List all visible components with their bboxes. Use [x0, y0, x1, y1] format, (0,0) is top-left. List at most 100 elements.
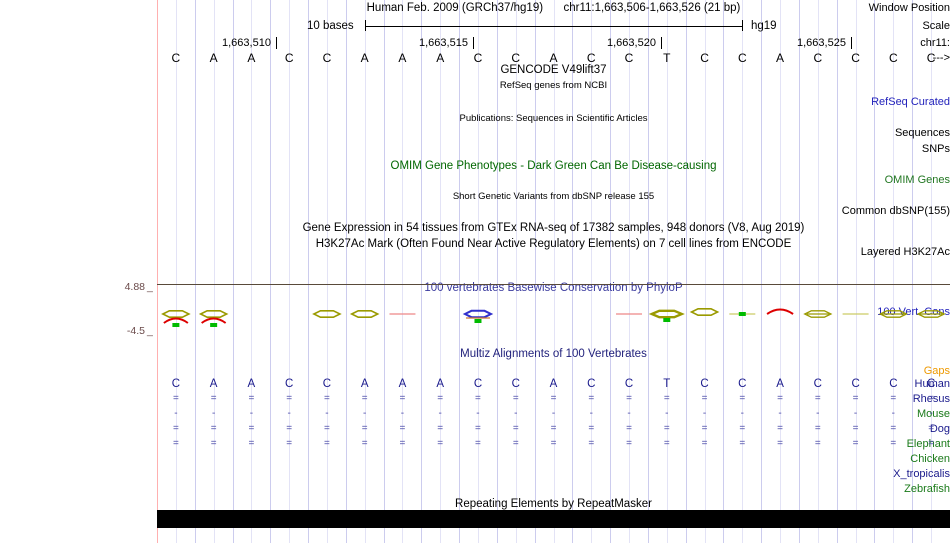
- alignment-base: C: [285, 378, 294, 390]
- dbsnp-title: Short Genetic Variants from dbSNP releas…: [452, 191, 655, 202]
- alignment-mark: =: [172, 423, 179, 434]
- alignment-mark: =: [626, 393, 632, 404]
- base-sequence-row: ---> C A A C C A A A C C A C C T C C A C C C C: [0, 50, 950, 68]
- coordinate-tick: [276, 37, 277, 49]
- alignment-mark: =: [663, 393, 670, 404]
- scale-bar: 10 bases hg19: [157, 18, 950, 34]
- snps-label[interactable]: SNPs: [921, 143, 950, 155]
- alignment-base: T: [663, 378, 671, 390]
- coordinate-ruler-row: chr11: 1,663,510 1,663,515 1,663,520 1,663,…: [0, 36, 950, 52]
- assembly-title: Human Feb. 2009 (GRCh37/hg19): [366, 2, 544, 14]
- species-label-zebrafish[interactable]: Zebrafish: [904, 483, 950, 495]
- sequences-label[interactable]: Sequences: [894, 127, 950, 139]
- alignment-base: A: [436, 378, 445, 390]
- ruler-base: C: [624, 51, 634, 65]
- alignment-base: A: [360, 378, 369, 390]
- common-dbsnp-label[interactable]: Common dbSNP(155): [841, 205, 950, 217]
- species-label-rhesus[interactable]: Rhesus: [912, 393, 950, 405]
- ruler-base: C: [284, 51, 294, 65]
- alignment-mark: =: [399, 393, 406, 404]
- cons-glyph: [689, 308, 720, 316]
- window-position-label: Window Position: [868, 2, 950, 14]
- ruler-base: C: [586, 51, 596, 65]
- h3k27ac-title: H3K27Ac Mark (Often Found Near Active Re…: [315, 238, 792, 250]
- species-label-human[interactable]: Human: [914, 378, 950, 390]
- alignment-base: A: [398, 378, 407, 390]
- refseq-curated-label[interactable]: RefSeq Curated: [871, 96, 950, 108]
- gaps-label[interactable]: Gaps: [923, 365, 950, 377]
- alignment-base: A: [549, 378, 558, 390]
- repeatmasker-title: Repeating Elements by RepeatMasker: [455, 498, 652, 510]
- cons-glyph: [648, 309, 685, 319]
- alignment-mark: -: [438, 408, 442, 419]
- alignment-base: C: [700, 378, 709, 390]
- ruler-base: C: [737, 51, 747, 65]
- alignment-mark: =: [739, 393, 746, 404]
- alignment-mark: =: [777, 423, 783, 434]
- alignment-mark: -: [891, 408, 896, 419]
- alignment-mark: =: [890, 393, 897, 404]
- alignment-mark: -: [476, 408, 480, 419]
- alignment-mark: =: [437, 393, 444, 404]
- ruler-base: A: [776, 51, 785, 65]
- alignment-mark: =: [814, 423, 821, 434]
- alignment-mark: =: [852, 423, 859, 434]
- coordinate-label: 1,663,520: [607, 37, 656, 49]
- alignment-mark: =: [286, 423, 293, 434]
- cons-glyph: [878, 310, 908, 318]
- cons-glyph: [312, 310, 342, 318]
- species-label-mouse[interactable]: Mouse: [916, 408, 950, 420]
- alignment-mark: =: [512, 423, 519, 434]
- scale-rule-line: [365, 26, 743, 27]
- alignment-mark: =: [928, 393, 935, 404]
- alignment-base: A: [209, 378, 218, 390]
- position-text[interactable]: chr11:1,663,506-1,663,526 (21 bp): [563, 2, 741, 14]
- cons-min-dash: _: [147, 325, 153, 337]
- alignment-mark: =: [550, 438, 557, 449]
- ruler-base: A: [436, 51, 445, 65]
- alignment-mark: =: [701, 438, 708, 449]
- ruler-base: C: [700, 51, 709, 65]
- species-label-elephant[interactable]: Elephant: [906, 438, 950, 450]
- alignment-mark: =: [475, 393, 481, 404]
- alignment-mark: =: [701, 423, 708, 434]
- alignment-mark: =: [663, 438, 670, 449]
- alignment-mark: =: [550, 393, 557, 404]
- chrom-label: chr11:: [920, 37, 950, 49]
- alignment-mark: =: [286, 393, 293, 404]
- cons-max-value: 4.88: [124, 281, 145, 293]
- alignment-mark: =: [324, 423, 330, 434]
- alignment-base: C: [473, 378, 483, 390]
- alignment-mark: =: [701, 393, 708, 404]
- coordinate-label: 1,663,510: [222, 37, 271, 49]
- alignment-base: C: [322, 378, 332, 390]
- repeatmasker-bar[interactable]: [157, 510, 950, 528]
- coordinate-tick: [473, 37, 474, 49]
- strand-arrow-label: --->: [932, 52, 950, 64]
- alignment-mark: =: [248, 438, 255, 449]
- species-label-dog[interactable]: Dog: [929, 423, 950, 435]
- coordinate-label: 1,663,525: [797, 37, 846, 49]
- alignment-mark: =: [512, 438, 519, 449]
- alignment-mark: =: [626, 423, 632, 434]
- alignment-base: C: [851, 378, 860, 390]
- alignment-mark: =: [663, 423, 670, 434]
- ruler-base: C: [322, 51, 332, 65]
- omim-title: OMIM Gene Phenotypes - Dark Green Can Be…: [390, 160, 717, 172]
- layered-h3k27ac-label[interactable]: Layered H3K27Ac: [860, 246, 950, 258]
- multiz-title: Multiz Alignments of 100 Vertebrates: [460, 348, 647, 360]
- scale-tick-right: [742, 20, 743, 31]
- alignment-mark: =: [210, 438, 217, 449]
- species-label-chicken[interactable]: Chicken: [910, 453, 950, 465]
- alignment-base: C: [889, 378, 898, 390]
- alignment-mark: =: [324, 393, 330, 404]
- species-label-x_tropicalis[interactable]: X_tropicalis: [893, 468, 950, 480]
- omim-genes-label[interactable]: OMIM Genes: [884, 174, 950, 186]
- cons-glyph: [803, 310, 833, 318]
- conservation-plot[interactable]: [157, 284, 950, 346]
- cons-glyph: [349, 310, 380, 318]
- cons-track-label[interactable]: 100 Vert. Cons: [877, 306, 950, 318]
- window-position-row: Window Position Human Feb. 2009 (GRCh37/…: [0, 1, 950, 15]
- scale-tick-left: [365, 20, 366, 31]
